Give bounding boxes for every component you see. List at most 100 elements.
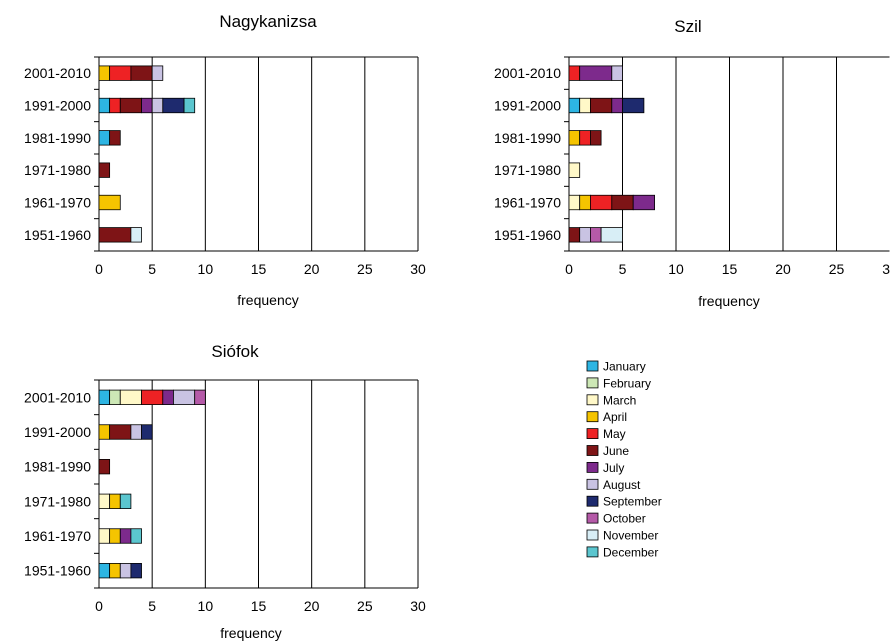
legend-swatch — [586, 377, 599, 389]
bar-segment — [109, 528, 121, 544]
bar-segment — [98, 130, 111, 146]
bar-segment — [109, 389, 121, 405]
legend-swatch — [586, 512, 599, 524]
x-axis-label: frequency — [237, 292, 298, 308]
bar-segment — [151, 65, 164, 81]
bar-segment — [130, 563, 142, 579]
y-tick-label: 1971-1980 — [24, 493, 91, 509]
chart-title: Nagykanizsa — [219, 12, 317, 31]
legend-swatch — [586, 529, 599, 541]
bar-segment — [600, 227, 623, 243]
x-tick-label: 5 — [148, 261, 156, 277]
x-axis-label: frequency — [220, 625, 281, 641]
legend-label: November — [603, 529, 658, 543]
legend-swatch — [586, 428, 599, 440]
bar-segment — [119, 528, 132, 544]
chart-panel-2: Siófok 0 5 10 15 20 25 30 frequency 1951-1960 1961… — [24, 342, 426, 641]
bar-segment — [98, 97, 111, 114]
bar-segment — [119, 493, 132, 509]
legend-label: December — [603, 545, 658, 559]
bar-segment — [579, 97, 591, 114]
bar-segment — [162, 97, 185, 114]
bar-segment — [98, 162, 111, 178]
bar-segment — [579, 194, 591, 211]
bar-segment — [98, 528, 111, 544]
bar-segment — [98, 493, 111, 509]
legend-label: March — [603, 393, 636, 407]
legend-swatch — [586, 478, 599, 490]
bar-segment — [568, 227, 581, 243]
legend-label: April — [603, 410, 627, 424]
x-tick-label: 15 — [722, 261, 738, 277]
bar-segment — [98, 459, 111, 475]
y-tick-label: 1951-1960 — [494, 227, 561, 243]
bar-segment — [98, 424, 111, 440]
legend-label: June — [603, 444, 629, 458]
legend-label: October — [603, 512, 646, 526]
x-tick-label: 5 — [619, 261, 627, 277]
y-tick-label: 1991-2000 — [24, 424, 91, 440]
y-tick-label: 1991-2000 — [24, 98, 91, 114]
y-tick-label: 1991-2000 — [494, 98, 561, 114]
bar-segment — [579, 130, 591, 146]
y-tick-label: 1961-1970 — [494, 195, 561, 211]
x-tick-label: 10 — [198, 598, 214, 614]
x-tick-label: 10 — [198, 261, 214, 277]
bar-segment — [173, 389, 196, 405]
bar-segment — [183, 97, 196, 114]
y-tick-label: 2001-2010 — [24, 389, 91, 405]
chart-title: Szil — [674, 17, 701, 36]
y-tick-label: 1981-1990 — [24, 130, 91, 146]
bar-segment — [579, 65, 613, 81]
bar-segment — [611, 97, 623, 114]
bar-segment — [98, 65, 111, 81]
x-axis-label: frequency — [698, 293, 759, 309]
bar-segment — [130, 65, 153, 81]
bar-segment — [98, 563, 111, 579]
bar-segment — [579, 227, 591, 243]
x-tick-label: 20 — [304, 261, 320, 277]
bar-segment — [130, 424, 142, 440]
bar-segment — [151, 97, 164, 114]
y-tick-label: 1981-1990 — [494, 130, 561, 146]
legend: January February March April May June July Augu… — [586, 360, 662, 559]
bar-segment — [568, 162, 581, 178]
x-tick-label: 25 — [357, 598, 373, 614]
x-tick-label: 30 — [882, 261, 890, 277]
legend-label: July — [603, 461, 624, 475]
chart-panel-0: Nagykanizsa 0 5 10 15 20 25 30 frequency 1951-196… — [24, 12, 426, 308]
legend-swatch — [586, 360, 599, 372]
bar-segment — [568, 194, 581, 211]
bar-segment — [141, 389, 164, 405]
y-tick-label: 2001-2010 — [24, 65, 91, 81]
bar-segment — [194, 389, 206, 405]
chart-panel-1: Szil 0 5 10 15 20 25 30 frequency 1951-1960 1961-1… — [494, 17, 890, 309]
bar-segment — [590, 97, 613, 114]
bar-segment — [590, 130, 602, 146]
bar-segment — [109, 130, 121, 146]
bar-segment — [130, 528, 142, 544]
y-tick-label: 1971-1980 — [24, 162, 91, 178]
y-tick-label: 1961-1970 — [24, 195, 91, 211]
bar-segment — [109, 424, 132, 440]
bar-segment — [109, 493, 121, 509]
legend-swatch — [586, 411, 599, 423]
legend-label: August — [603, 478, 641, 492]
y-tick-label: 1951-1960 — [24, 227, 91, 243]
bar-segment — [98, 194, 121, 211]
x-tick-label: 25 — [357, 261, 373, 277]
bar-segment — [98, 227, 132, 243]
bar-segment — [109, 97, 121, 114]
bar-segment — [632, 194, 656, 211]
bar-segment — [568, 130, 581, 146]
y-tick-label: 1971-1980 — [494, 162, 561, 178]
bar-segment — [109, 563, 121, 579]
x-tick-label: 0 — [565, 261, 573, 277]
bar-segment — [119, 389, 142, 405]
bar-segment — [141, 424, 153, 440]
legend-swatch — [586, 445, 599, 456]
x-tick-label: 25 — [829, 261, 845, 277]
bar-segment — [98, 389, 111, 405]
y-tick-label: 1981-1990 — [24, 459, 91, 475]
